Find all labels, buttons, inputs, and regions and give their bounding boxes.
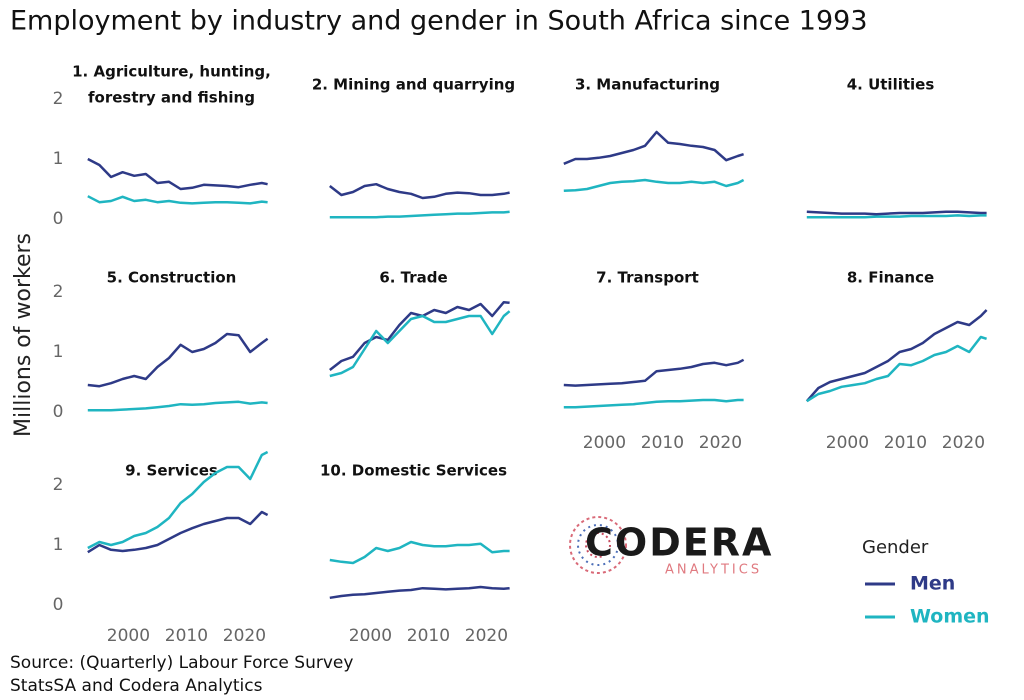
- x-tick-label: 2010: [641, 433, 684, 453]
- line-women: [329, 210, 510, 219]
- line-women: [87, 400, 268, 412]
- panel: 8. Finance 2000 2010 2020: [805, 269, 988, 453]
- panel-title: 1. Agriculture, hunting,: [72, 63, 271, 81]
- line-women: [563, 178, 745, 193]
- panel-title: 2. Mining and quarrying: [312, 76, 515, 94]
- x-tick-label: 2020: [223, 626, 266, 646]
- line-men: [806, 210, 987, 216]
- line-men: [87, 510, 269, 554]
- panel-title: 8. Finance: [847, 269, 934, 287]
- panel-title: forestry and fishing: [88, 89, 255, 107]
- line-men: [87, 332, 269, 388]
- panel-title: 10. Domestic Services: [320, 462, 507, 480]
- panels: 1. Agriculture, hunting, forestry and fis…: [53, 63, 988, 646]
- x-tick-label: 2000: [349, 626, 392, 646]
- panel: 2. Mining and quarrying: [312, 76, 515, 219]
- x-tick-label: 2020: [942, 433, 985, 453]
- panel-title: 5. Construction: [107, 269, 237, 287]
- panel-title: 3. Manufacturing: [575, 76, 720, 94]
- line-women: [87, 195, 268, 205]
- legend-label: Men: [910, 573, 955, 595]
- x-tick-label: 2010: [407, 626, 450, 646]
- logo-name: CODERA: [585, 521, 773, 565]
- y-tick-label: 0: [53, 595, 64, 615]
- line-women: [329, 310, 511, 378]
- panel: 9. Services 0 1 2 2000 2010 2020: [53, 450, 269, 646]
- panel: 4. Utilities: [806, 76, 987, 219]
- line-men: [563, 358, 745, 387]
- panel-title: 4. Utilities: [847, 76, 935, 94]
- panel: 3. Manufacturing: [563, 76, 745, 193]
- x-tick-label: 2010: [884, 433, 927, 453]
- line-men: [805, 309, 988, 403]
- x-tick-label: 2020: [699, 433, 742, 453]
- y-tick-label: 1: [53, 149, 64, 169]
- panel: 7. Transport 2000 2010 2020: [563, 269, 745, 453]
- line-women: [563, 398, 744, 409]
- x-tick-label: 2000: [107, 626, 150, 646]
- x-tick-label: 2010: [165, 626, 208, 646]
- x-tick-label: 2000: [826, 433, 869, 453]
- y-tick-label: 2: [53, 475, 64, 495]
- legend-label: Women: [910, 606, 990, 628]
- line-women: [87, 450, 269, 550]
- panel: 10. Domestic Services 2000 2010 2020: [320, 462, 510, 646]
- legend: Men Women: [865, 573, 990, 628]
- y-tick-label: 2: [53, 282, 64, 302]
- y-tick-label: 2: [53, 89, 64, 109]
- panel-title: 6. Trade: [379, 269, 447, 287]
- x-tick-label: 2020: [465, 626, 508, 646]
- x-tick-label: 2000: [583, 433, 626, 453]
- line-men: [87, 157, 268, 191]
- line-women: [329, 540, 510, 565]
- line-women: [806, 214, 987, 219]
- line-men: [329, 182, 510, 200]
- source: StatsSA and Codera Analytics: [10, 676, 263, 696]
- source: Source: (Quarterly) Labour Force Survey: [10, 653, 353, 673]
- y-tick-label: 0: [53, 209, 64, 229]
- panel-title: 9. Services: [125, 462, 218, 480]
- panel: 1. Agriculture, hunting, forestry and fis…: [53, 63, 271, 230]
- logo-icon: [569, 516, 627, 574]
- y-tick-label: 1: [53, 342, 64, 362]
- line-men: [563, 130, 744, 165]
- legend-title: Gender: [862, 537, 929, 558]
- y-tick-label: 0: [53, 402, 64, 422]
- y-axis-label: Millions of workers: [11, 233, 36, 437]
- logo-sub: ANALYTICS: [665, 563, 762, 578]
- panel: 5. Construction 0 1 2: [53, 269, 269, 422]
- panel-title: 7. Transport: [596, 269, 699, 287]
- line-men: [329, 585, 510, 600]
- chart-title: Employment by industry and gender in Sou…: [10, 6, 868, 37]
- line-women: [806, 335, 987, 403]
- y-tick-label: 1: [53, 535, 64, 555]
- panel: 6. Trade: [329, 269, 511, 378]
